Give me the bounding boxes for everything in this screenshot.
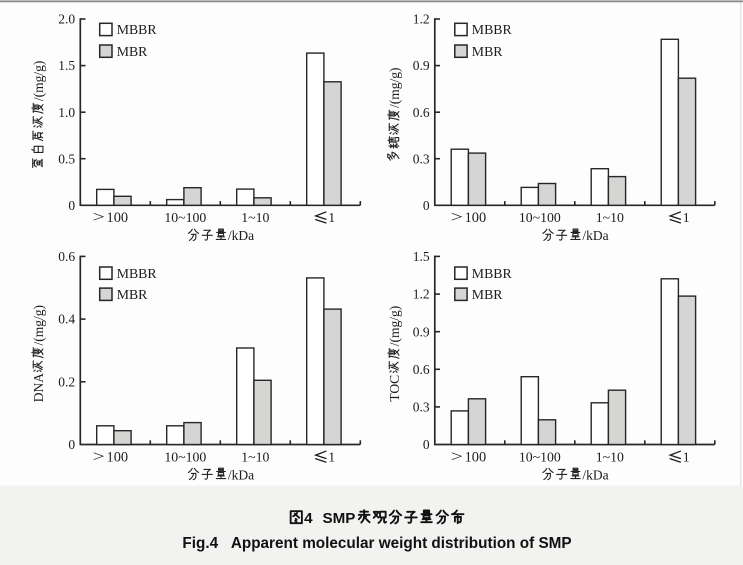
svg-text:1.2: 1.2 [413,12,430,27]
svg-text:>: > [93,209,105,226]
svg-text:/kDa: /kDa [582,467,608,482]
svg-text:0.6: 0.6 [58,249,75,264]
svg-text:0.2: 0.2 [58,374,75,389]
svg-text:/kDa: /kDa [582,228,608,243]
svg-text:0.9: 0.9 [413,58,430,73]
svg-text:MBBR: MBBR [472,266,513,281]
svg-text:DNA: DNA [31,373,46,402]
svg-text:0.3: 0.3 [413,151,430,166]
svg-text:MBR: MBR [472,287,503,302]
svg-text:MBBR: MBBR [472,22,513,37]
svg-text:>: > [451,209,463,226]
svg-text:1: 1 [328,449,335,464]
svg-text:1: 1 [683,449,690,464]
svg-text:0.5: 0.5 [58,151,75,166]
svg-text:0.9: 0.9 [413,324,430,339]
svg-text:4: 4 [304,510,313,527]
svg-text:100: 100 [107,449,129,465]
svg-text:Fig.4 Apparent molecular wei: Fig.4 Apparent molecular weight distribu… [182,535,571,552]
svg-text:SMP: SMP [323,510,356,527]
svg-text:1~10: 1~10 [596,210,624,225]
svg-text:/(mg/g): /(mg/g) [387,306,402,347]
svg-text:/(mg/g): /(mg/g) [387,68,402,109]
svg-text:MBR: MBR [117,44,148,59]
svg-text:/(mg/g): /(mg/g) [31,305,46,346]
svg-text:0: 0 [68,198,75,213]
svg-text:MBBR: MBBR [117,22,158,37]
svg-text:10~100: 10~100 [164,449,206,464]
svg-text:1.5: 1.5 [413,249,430,264]
svg-text:2.0: 2.0 [58,12,75,27]
svg-text:100: 100 [465,449,487,465]
svg-text:0.3: 0.3 [413,400,430,415]
svg-text:1~10: 1~10 [241,449,269,464]
svg-text:100: 100 [465,210,487,226]
svg-text:1.5: 1.5 [58,58,75,73]
svg-text:/kDa: /kDa [228,467,254,482]
svg-text:>: > [451,448,463,465]
svg-text:1: 1 [328,210,335,225]
svg-text:MBBR: MBBR [117,266,158,281]
svg-text:0.4: 0.4 [58,312,75,327]
svg-text:1~10: 1~10 [241,210,269,225]
svg-text:10~100: 10~100 [519,210,561,225]
svg-text:1.0: 1.0 [58,105,75,120]
svg-text:0.6: 0.6 [413,362,430,377]
svg-text:100: 100 [107,210,129,226]
svg-text:10~100: 10~100 [164,210,206,225]
svg-text:0.6: 0.6 [413,105,430,120]
svg-text:1~10: 1~10 [596,449,624,464]
svg-text:0: 0 [68,437,75,452]
svg-text:1: 1 [683,210,690,225]
svg-text:10~100: 10~100 [519,449,561,464]
svg-text:/(mg/g): /(mg/g) [31,61,46,102]
svg-text:TOC: TOC [387,375,402,402]
svg-text:1.2: 1.2 [413,287,430,302]
svg-text:MBR: MBR [472,44,503,59]
svg-text:/kDa: /kDa [228,228,254,243]
svg-text:>: > [93,448,105,465]
svg-text:0: 0 [423,437,430,452]
svg-text:0: 0 [423,198,430,213]
svg-text:MBR: MBR [117,287,148,302]
